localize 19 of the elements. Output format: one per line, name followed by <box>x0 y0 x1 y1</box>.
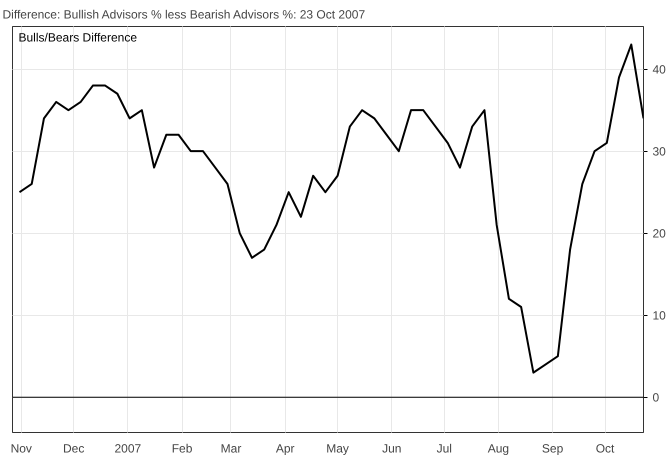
x-tick-label: 2007 <box>114 442 142 456</box>
y-tick-label: 0 <box>652 390 660 405</box>
x-tick-label: Dec <box>63 442 84 456</box>
x-tick-label: May <box>326 442 349 456</box>
x-tick-label: Apr <box>276 442 295 456</box>
x-tick-label: Jun <box>382 442 402 456</box>
x-tick-label: Nov <box>10 442 32 456</box>
x-tick-label: Jul <box>436 442 452 456</box>
y-tick-label: 20 <box>652 226 666 241</box>
x-tick-label: Sep <box>542 442 564 456</box>
x-tick-label: Aug <box>488 442 510 456</box>
annotation: Bulls/Bears Difference <box>18 30 138 44</box>
x-tick-label: Feb <box>172 442 193 456</box>
y-tick-label: 30 <box>652 144 666 159</box>
chart-title: Difference: Bullish Advisors % less Bearish Advisors %: 23 Oct 2007 <box>2 8 366 22</box>
x-tick-label: Oct <box>596 442 616 456</box>
y-tick-label: 10 <box>652 308 666 323</box>
y-tick-label: 40 <box>652 62 666 77</box>
x-tick-label: Mar <box>220 442 242 456</box>
